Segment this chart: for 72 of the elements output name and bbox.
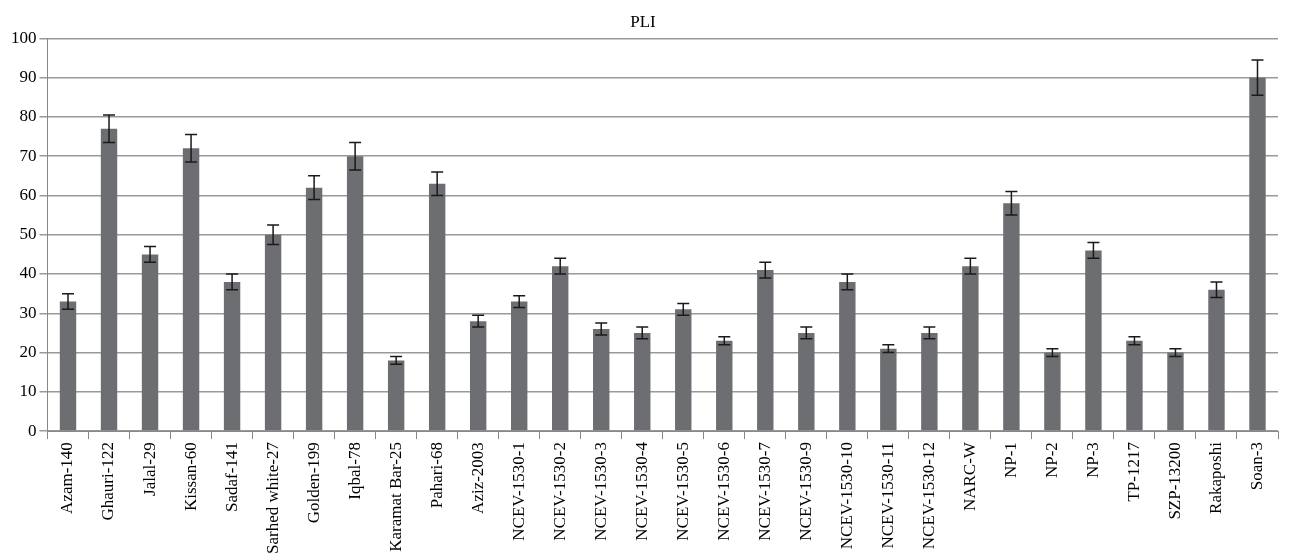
bar — [100, 128, 118, 431]
bar — [1085, 250, 1102, 431]
bar — [593, 329, 610, 431]
y-tick-label: 60 — [19, 184, 37, 204]
y-tick-label: 50 — [19, 224, 37, 244]
bar — [346, 156, 364, 431]
x-tick-label: Kissan-60 — [180, 442, 200, 512]
bar — [552, 266, 569, 431]
x-tick-label: NCEV-1530-10 — [836, 442, 856, 550]
bar — [1044, 352, 1061, 431]
x-tick-label: Aziz-2003 — [467, 442, 487, 514]
x-tick-label: NCEV-1530-12 — [918, 442, 938, 550]
x-tick-label: NCEV-1530-1 — [508, 442, 528, 541]
x-tick-label: Jalal-29 — [139, 442, 159, 496]
x-tick-label: Azam-140 — [57, 442, 77, 514]
x-tick-label: NCEV-1530-4 — [631, 441, 651, 541]
y-tick-label: 70 — [19, 145, 37, 165]
bar — [839, 281, 856, 431]
bar — [141, 254, 159, 431]
bar — [182, 148, 200, 431]
bar — [1249, 77, 1266, 431]
bar — [675, 309, 692, 431]
x-tick-label: Golden-199 — [303, 442, 323, 524]
y-tick-label: 80 — [19, 106, 37, 126]
bar — [962, 266, 979, 431]
bar — [264, 234, 282, 431]
bar — [469, 321, 487, 431]
y-tick-label: 10 — [19, 381, 37, 401]
x-tick-label: NCEV-1530-6 — [713, 442, 733, 541]
x-tick-label: Rakaposhi — [1205, 441, 1225, 514]
y-tick-label: 0 — [28, 420, 37, 440]
bar — [757, 270, 774, 431]
x-tick-label: NCEV-1530-5 — [672, 442, 692, 541]
x-tick-label: Pahari-68 — [426, 442, 446, 509]
bar — [1126, 340, 1143, 431]
x-tick-label: NCEV-1530-7 — [754, 441, 774, 541]
x-tick-label: NCEV-1530-9 — [795, 442, 815, 541]
x-tick-label: NARC-W — [959, 441, 979, 512]
x-tick-label: NCEV-1530-11 — [877, 442, 897, 549]
x-tick-label: Ghauri-122 — [98, 442, 118, 521]
y-tick-label: 100 — [11, 27, 37, 47]
bar — [1003, 203, 1020, 431]
bar — [921, 332, 938, 431]
y-tick-label: 30 — [19, 302, 37, 322]
x-tick-label: NP-3 — [1082, 442, 1102, 479]
bar — [305, 187, 323, 431]
bar — [880, 348, 897, 431]
y-tick-label: 40 — [19, 263, 37, 283]
bar — [798, 332, 815, 431]
x-tick-label: TP-1217 — [1123, 441, 1143, 502]
bar — [387, 360, 405, 431]
x-tick-label: NCEV-1530-2 — [549, 442, 569, 541]
y-tick-label: 20 — [19, 342, 37, 362]
y-tick-label: 90 — [19, 67, 37, 87]
bar — [1167, 352, 1184, 431]
x-tick-label: SZP-13200 — [1164, 442, 1184, 520]
bar — [1208, 289, 1225, 431]
x-tick-label: Sadaf-141 — [221, 442, 241, 512]
x-tick-label: Soan-3 — [1246, 442, 1266, 491]
bar — [59, 301, 77, 431]
bar — [510, 301, 528, 431]
x-tick-label: Iqbal-78 — [344, 442, 364, 500]
chart-title: PLI — [630, 11, 657, 31]
x-tick-label: NP-2 — [1041, 442, 1061, 479]
bar — [223, 281, 241, 431]
x-tick-label: NP-1 — [1000, 442, 1020, 479]
x-tick-label: Karamat Bar-25 — [385, 442, 405, 552]
bar — [634, 332, 651, 431]
bar — [716, 340, 733, 431]
x-tick-label: NCEV-1530-3 — [590, 442, 610, 541]
x-tick-label: Sarhed white-27 — [262, 441, 282, 554]
bar — [428, 183, 446, 431]
